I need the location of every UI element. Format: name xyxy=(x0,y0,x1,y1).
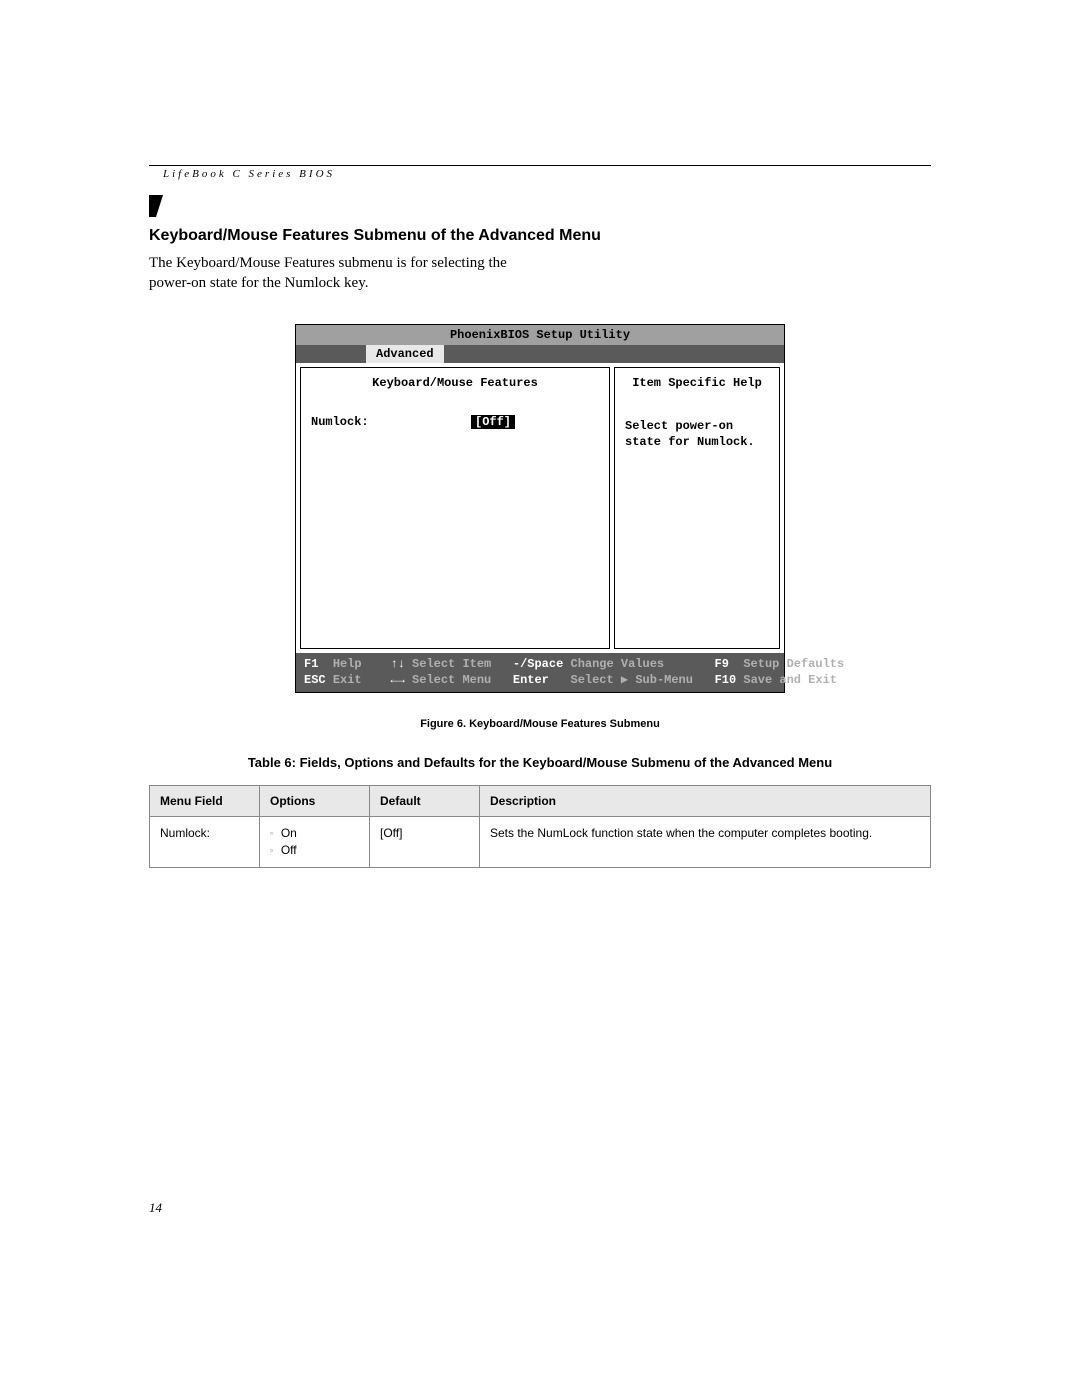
key-f9: F9 xyxy=(715,656,729,673)
header-wedge-icon xyxy=(149,195,163,217)
th-description: Description xyxy=(480,786,931,817)
th-options: Options xyxy=(260,786,370,817)
cell-menu-field: Numlock: xyxy=(150,817,260,868)
table-header-row: Menu Field Options Default Description xyxy=(150,786,931,817)
bios-tab-advanced[interactable]: Advanced xyxy=(366,345,444,363)
doc-header: LifeBook C Series BIOS xyxy=(163,168,931,180)
arrows-leftright-icon: ←→ xyxy=(390,672,404,689)
section-description: The Keyboard/Mouse Features submenu is f… xyxy=(149,253,549,294)
label-select-item: Select Item xyxy=(412,656,491,673)
th-default: Default xyxy=(370,786,480,817)
label-select-submenu: Select ▶ Sub-Menu xyxy=(571,672,693,689)
bios-title: PhoenixBIOS Setup Utility xyxy=(296,325,784,345)
option-on: On xyxy=(270,825,359,842)
label-exit: Exit xyxy=(333,672,362,689)
bios-help-title: Item Specific Help xyxy=(625,376,769,390)
option-off: Off xyxy=(270,842,359,859)
label-setup-defaults: Setup Defaults xyxy=(743,656,844,673)
page-number: 14 xyxy=(149,1200,162,1216)
bios-field-value[interactable]: [Off] xyxy=(471,415,515,429)
bios-field-row: Numlock: [Off] xyxy=(311,415,599,429)
arrows-updown-icon: ↑↓ xyxy=(390,656,404,673)
header-rule xyxy=(149,165,931,166)
key-esc: ESC xyxy=(304,672,326,689)
bios-screenshot: PhoenixBIOS Setup Utility Advanced Keybo… xyxy=(295,324,785,694)
cell-description: Sets the NumLock function state when the… xyxy=(480,817,931,868)
cell-default: [Off] xyxy=(370,817,480,868)
bios-help-text: Select power-on state for Numlock. xyxy=(625,418,769,450)
label-save-exit: Save and Exit xyxy=(743,672,837,689)
section-title: Keyboard/Mouse Features Submenu of the A… xyxy=(149,227,931,245)
label-help: Help xyxy=(333,656,362,673)
th-menu-field: Menu Field xyxy=(150,786,260,817)
key-f10: F10 xyxy=(715,672,737,689)
cell-options: On Off xyxy=(260,817,370,868)
key-f1: F1 xyxy=(304,656,318,673)
bios-footer: F1 Help ↑↓ Select Item -/Space Change Va… xyxy=(296,653,784,693)
figure-caption: Figure 6. Keyboard/Mouse Features Submen… xyxy=(149,718,931,730)
bios-help-panel: Item Specific Help Select power-on state… xyxy=(614,367,780,649)
bios-menubar: Advanced xyxy=(296,345,784,363)
bios-field-label: Numlock: xyxy=(311,415,471,429)
table-caption: Table 6: Fields, Options and Defaults fo… xyxy=(149,755,931,770)
table-row: Numlock: On Off [Off] Sets the NumLock f… xyxy=(150,817,931,868)
label-change-values: Change Values xyxy=(571,656,665,673)
options-table: Menu Field Options Default Description N… xyxy=(149,785,931,868)
bios-panel-title: Keyboard/Mouse Features xyxy=(311,376,599,390)
key-enter: Enter xyxy=(513,672,549,689)
label-select-menu: Select Menu xyxy=(412,672,491,689)
key-minus-space: -/Space xyxy=(513,656,563,673)
bios-main-panel: Keyboard/Mouse Features Numlock: [Off] xyxy=(300,367,610,649)
